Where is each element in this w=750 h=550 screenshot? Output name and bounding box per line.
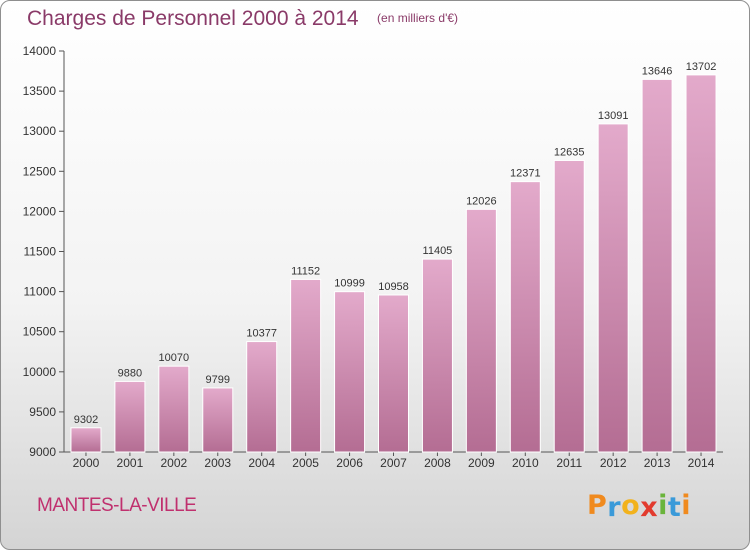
bar <box>421 258 453 453</box>
logo-letter: x <box>640 492 659 523</box>
x-tick-label: 2011 <box>556 456 582 470</box>
bar-value-label: 9880 <box>118 367 142 379</box>
logo-letter: o <box>621 490 641 521</box>
bar <box>465 208 497 453</box>
x-tick-label: 2010 <box>512 456 539 470</box>
x-tick-label: 2009 <box>468 456 495 470</box>
x-tick-label: 2012 <box>600 456 627 470</box>
x-tick-label: 2002 <box>160 456 187 470</box>
chart-title: Charges de Personnel 2000 à 2014 <box>27 7 359 30</box>
bar <box>202 387 234 453</box>
y-tick-label: 13500 <box>23 84 57 98</box>
bar-value-label: 13702 <box>686 61 717 73</box>
y-tick-label: 9000 <box>29 445 56 459</box>
y-tick-label: 12500 <box>23 164 57 178</box>
logo-letter: i <box>681 490 692 521</box>
bar-value-label: 10958 <box>378 281 409 293</box>
bar-value-label: 9799 <box>206 374 230 386</box>
y-tick-label: 13000 <box>23 124 57 138</box>
y-tick-label: 11500 <box>24 245 57 259</box>
bar <box>553 159 585 453</box>
bar <box>378 294 409 453</box>
bar <box>641 78 673 453</box>
bars-group: 9302 9880 10070 9799 10377 11152 10999 10958 114… <box>70 61 717 453</box>
x-tick-label: 2007 <box>380 456 407 470</box>
logo-letter: t <box>667 492 682 523</box>
bar <box>334 291 366 453</box>
bar-value-label: 9302 <box>74 414 98 426</box>
x-tick-label: 2008 <box>424 456 451 470</box>
x-tick-label: 2013 <box>644 456 671 470</box>
bar-value-label: 12026 <box>466 195 497 207</box>
logo-letter: r <box>607 492 622 523</box>
x-tick-label: 2003 <box>204 456 231 470</box>
bar-value-label: 10999 <box>334 278 365 290</box>
bar-value-label: 12371 <box>510 168 541 180</box>
bar <box>597 123 629 453</box>
bar <box>246 341 278 453</box>
y-tick-label: 10000 <box>23 365 57 379</box>
bar-value-label: 12635 <box>554 146 585 158</box>
y-tick-label: 12000 <box>23 204 57 218</box>
bar-value-label: 10070 <box>159 352 190 364</box>
x-tick-label: 2014 <box>688 456 715 470</box>
x-tick-label: 2004 <box>248 456 275 470</box>
bar <box>509 181 541 453</box>
y-tick-label: 9500 <box>29 405 56 419</box>
bar <box>685 74 717 453</box>
bar-value-label: 11405 <box>423 245 453 257</box>
proxiti-logo: Proxiti <box>587 490 692 523</box>
y-tick-label: 14000 <box>23 44 57 58</box>
x-tick-label: 2000 <box>73 456 100 470</box>
logo-letter: P <box>587 490 608 521</box>
bar <box>158 365 190 453</box>
x-tick-label: 2006 <box>336 456 363 470</box>
bar-value-label: 11152 <box>291 265 320 277</box>
x-tick-label: 2001 <box>117 456 144 470</box>
chart-subtitle: (en milliers d'€) <box>377 11 459 25</box>
bar-value-label: 10377 <box>246 328 277 340</box>
commune-name: MANTES-LA-VILLE <box>37 495 197 516</box>
y-tick-label: 10500 <box>23 325 57 339</box>
bar <box>290 278 322 453</box>
bar <box>70 427 102 453</box>
bar <box>114 380 146 453</box>
y-tick-label: 11000 <box>24 285 57 299</box>
bar-value-label: 13091 <box>598 110 629 122</box>
logo-letter: i <box>658 490 668 521</box>
bar-value-label: 13646 <box>642 65 673 77</box>
x-tick-label: 2005 <box>292 456 319 470</box>
title-row: Charges de Personnel 2000 à 2014 (en mil… <box>27 7 458 31</box>
